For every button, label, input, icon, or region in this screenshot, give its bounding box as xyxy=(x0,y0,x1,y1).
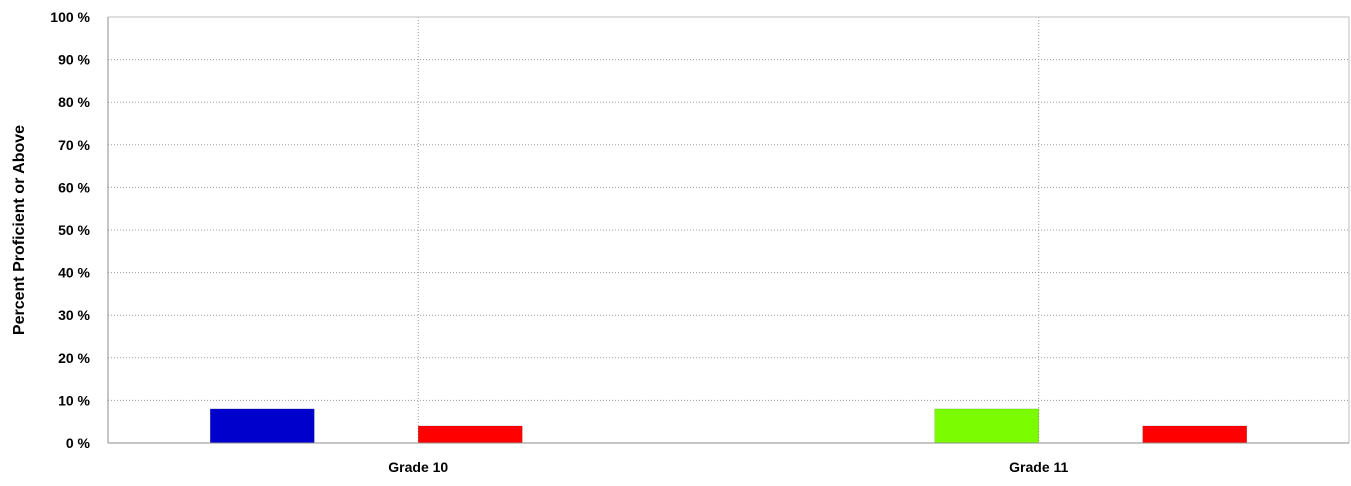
y-tick-label: 10 % xyxy=(58,392,90,408)
y-axis-title: Percent Proficient or Above xyxy=(11,125,28,335)
bar-grade-10 xyxy=(418,425,523,444)
y-tick-label: 30 % xyxy=(58,307,90,323)
x-tick-label: Grade 10 xyxy=(388,459,448,475)
bar-grade-11 xyxy=(934,408,1039,444)
bar-grade-10 xyxy=(210,408,315,444)
y-tick-label: 70 % xyxy=(58,137,90,153)
y-tick-label: 80 % xyxy=(58,94,90,110)
y-tick-label: 90 % xyxy=(58,52,90,68)
y-tick-label: 20 % xyxy=(58,350,90,366)
x-tick-label: Grade 11 xyxy=(1009,459,1068,475)
y-tick-label: 60 % xyxy=(58,179,90,195)
y-tick-label: 100 % xyxy=(50,9,90,25)
y-tick-label: 40 % xyxy=(58,265,90,281)
bar-grade-11 xyxy=(1142,425,1247,444)
plot-area xyxy=(108,17,1349,443)
y-tick-label: 50 % xyxy=(58,222,90,238)
y-tick-label: 0 % xyxy=(66,435,91,451)
